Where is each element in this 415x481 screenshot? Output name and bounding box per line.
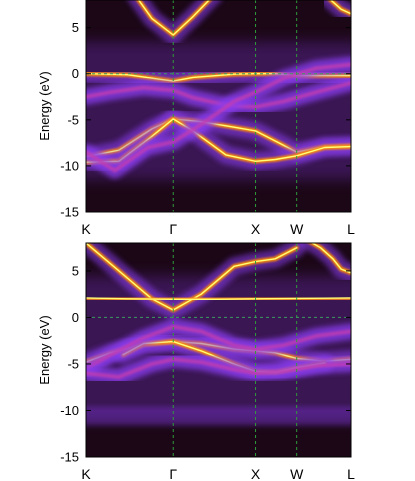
x-tick-label: W [290,466,304,481]
band-7 [86,351,351,385]
y-tick-label: -10 [60,158,79,173]
band-7 [86,56,351,179]
band-2-line [329,0,351,15]
spectral-core-band [86,406,351,426]
y-axis-label: Energy (eV) [37,315,52,384]
x-tick-label: K [81,466,91,481]
y-tick-label: 0 [72,66,79,81]
band-6-line [86,324,351,371]
y-tick-label: 5 [72,263,79,278]
band-7-line [86,357,351,379]
plot-frame [85,242,352,458]
chart-panel-2: 5 0 -5 -10 -15K Γ X W L Energy (eV) [37,242,355,481]
x-tick-label: Γ [169,466,177,481]
x-tick-label: X [251,221,261,237]
chart-panel-1: 5 0 -5 -10 -15K Γ X W L Energy (eV) [37,0,355,237]
x-tick-label: K [81,221,91,237]
band-2 [320,0,351,23]
plot-area [86,0,351,212]
y-tick-label: -15 [60,205,79,220]
plot-area [86,243,351,457]
x-tick-label: Γ [169,221,177,237]
x-tick-label: L [347,466,355,481]
band-2 [296,243,351,282]
band-6-line [86,81,351,109]
y-tick-label: 5 [72,20,79,35]
y-axis-label: Energy (eV) [37,71,52,140]
y-tick-label: 0 [72,310,79,325]
plot-frame [85,0,352,213]
x-tick-label: X [251,466,261,481]
band-1-line [137,0,211,36]
band-6 [86,75,351,115]
y-tick-label: -15 [60,450,79,465]
y-tick-label: -10 [60,403,79,418]
x-tick-label: W [290,221,304,237]
band-6 [86,318,351,377]
x-tick-label: L [347,221,355,237]
y-tick-label: -5 [67,112,79,127]
band-7-line [86,62,351,173]
band-3 [86,288,351,309]
y-tick-label: -5 [67,356,79,371]
band-2-line [310,243,351,274]
band-1 [127,0,222,44]
